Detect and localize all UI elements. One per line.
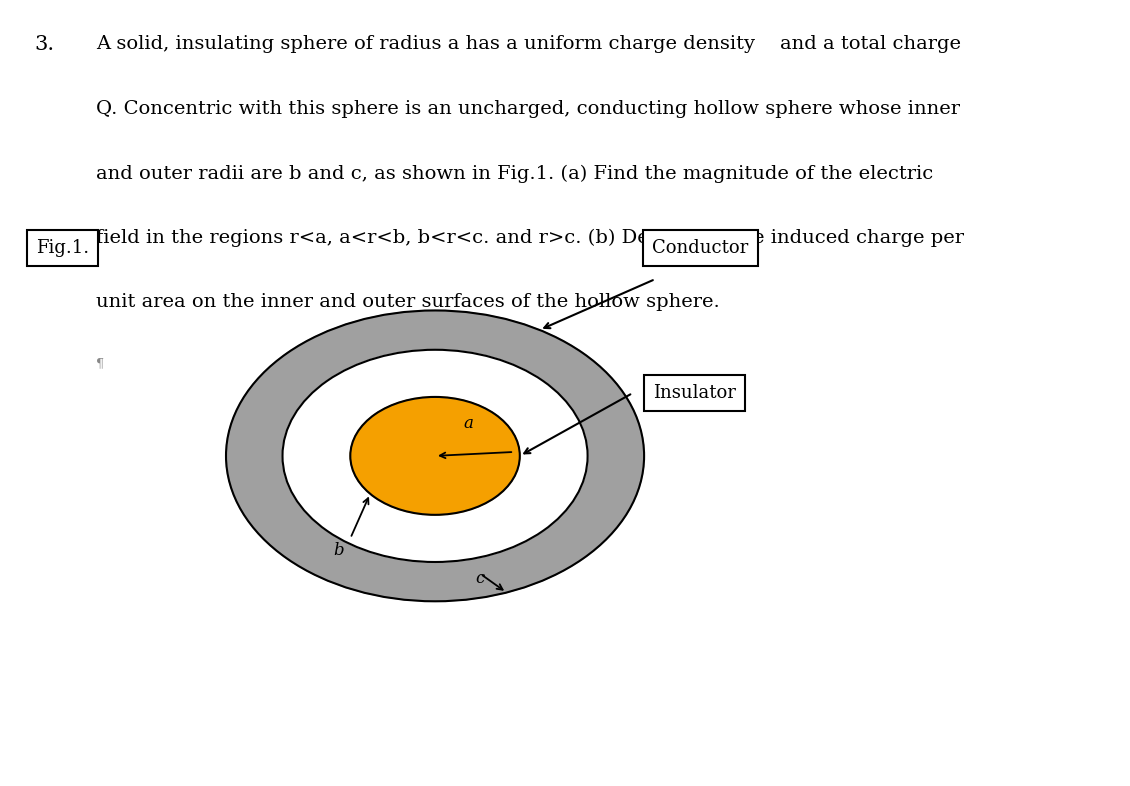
Text: c: c: [476, 570, 485, 587]
Circle shape: [226, 310, 644, 601]
Text: 3.: 3.: [34, 35, 54, 54]
Text: ¶: ¶: [96, 358, 104, 371]
Text: Insulator: Insulator: [653, 384, 737, 402]
Text: Fig.1.: Fig.1.: [35, 239, 89, 256]
Text: Q. Concentric with this sphere is an uncharged, conducting hollow sphere whose i: Q. Concentric with this sphere is an unc…: [96, 100, 960, 118]
Text: field in the regions r<a, a<r<b, b<r<c. and r>c. (b) Determine the induced charg: field in the regions r<a, a<r<b, b<r<c. …: [96, 229, 964, 247]
Circle shape: [282, 350, 588, 562]
Text: a: a: [463, 415, 473, 432]
Text: and outer radii are b and c, as shown in Fig.1. (a) Find the magnitude of the el: and outer radii are b and c, as shown in…: [96, 164, 933, 182]
Text: Conductor: Conductor: [652, 239, 749, 256]
Text: A solid, insulating sphere of radius a has a uniform charge density    and a tot: A solid, insulating sphere of radius a h…: [96, 35, 960, 53]
Text: b: b: [333, 542, 345, 560]
Text: unit area on the inner and outer surfaces of the hollow sphere.: unit area on the inner and outer surface…: [96, 293, 720, 311]
Circle shape: [350, 397, 520, 515]
